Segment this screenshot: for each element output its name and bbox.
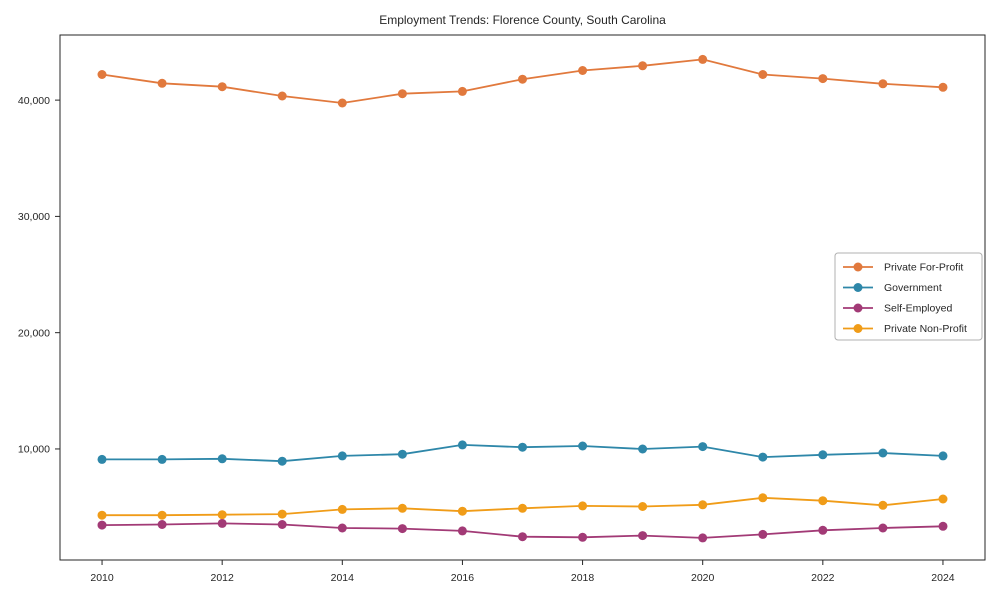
- data-point-self-employed-2016: [457, 526, 467, 536]
- data-point-private-non-profit-2010: [97, 510, 107, 520]
- legend-label-self-employed: Self-Employed: [884, 303, 952, 315]
- data-point-self-employed-2014: [337, 523, 347, 533]
- legend-label-government: Government: [884, 282, 942, 294]
- data-point-private-for-profit-2012: [217, 82, 227, 92]
- y-tick-label-20000: 20,000: [18, 327, 50, 339]
- data-point-self-employed-2024: [938, 521, 948, 531]
- data-point-self-employed-2019: [638, 531, 648, 541]
- data-point-private-non-profit-2023: [878, 500, 888, 510]
- y-tick-label-40000: 40,000: [18, 95, 50, 107]
- data-point-government-2017: [518, 442, 527, 452]
- data-point-government-2019: [638, 444, 648, 454]
- data-point-government-2015: [397, 449, 407, 459]
- data-point-self-employed-2020: [698, 533, 708, 543]
- data-point-private-for-profit-2022: [818, 74, 828, 84]
- data-point-government-2012: [217, 454, 227, 464]
- data-point-self-employed-2022: [818, 525, 828, 535]
- data-point-self-employed-2010: [97, 520, 107, 530]
- data-point-private-non-profit-2018: [578, 501, 588, 511]
- data-point-private-non-profit-2021: [758, 493, 768, 503]
- plot-border: [59, 34, 986, 561]
- data-point-private-for-profit-2016: [457, 86, 467, 96]
- data-point-private-for-profit-2011: [157, 78, 167, 88]
- data-point-self-employed-2011: [157, 520, 167, 529]
- data-point-government-2011: [157, 454, 167, 464]
- y-tick-label-10000: 10,000: [18, 444, 50, 456]
- chart-title: Employment Trends: Florence County, Sout…: [379, 13, 666, 27]
- x-tick-label-2010: 2010: [90, 572, 114, 584]
- legend: [834, 252, 983, 341]
- data-point-private-for-profit-2015: [397, 89, 407, 99]
- data-point-self-employed-2018: [578, 532, 588, 542]
- legend-label-private-non-profit: Private Non-Profit: [884, 323, 967, 335]
- data-point-private-for-profit-2017: [518, 74, 527, 84]
- data-point-government-2023: [878, 448, 888, 458]
- data-point-self-employed-2017: [518, 532, 527, 542]
- x-tick-label-2014: 2014: [331, 572, 355, 584]
- data-point-self-employed-2015: [397, 524, 407, 534]
- data-point-private-for-profit-2018: [578, 66, 588, 75]
- data-point-private-for-profit-2013: [277, 91, 287, 101]
- data-point-government-2010: [97, 454, 107, 464]
- x-tick-label-2020: 2020: [691, 572, 715, 584]
- legend-marker-self-employed: [853, 303, 863, 313]
- x-tick-label-2016: 2016: [451, 572, 475, 584]
- data-point-government-2013: [277, 456, 287, 466]
- data-point-self-employed-2023: [878, 523, 888, 533]
- data-point-private-for-profit-2023: [878, 79, 888, 89]
- x-tick-label-2018: 2018: [571, 572, 595, 584]
- data-point-private-for-profit-2021: [758, 70, 768, 79]
- data-point-private-non-profit-2020: [698, 500, 708, 510]
- data-point-private-non-profit-2016: [457, 506, 467, 516]
- x-tick-label-2022: 2022: [811, 572, 835, 584]
- data-point-private-non-profit-2014: [337, 504, 347, 514]
- data-point-government-2014: [337, 451, 347, 461]
- data-point-private-non-profit-2012: [217, 510, 227, 520]
- data-point-private-non-profit-2015: [397, 503, 407, 513]
- data-point-private-non-profit-2017: [518, 503, 527, 513]
- data-point-private-non-profit-2013: [277, 509, 287, 519]
- data-point-government-2022: [818, 450, 828, 460]
- x-tick-label-2024: 2024: [931, 572, 955, 584]
- data-point-private-for-profit-2010: [97, 70, 107, 79]
- legend-marker-private-non-profit: [853, 324, 863, 333]
- data-point-self-employed-2021: [758, 529, 768, 539]
- data-point-private-non-profit-2022: [818, 496, 828, 506]
- x-tick-label-2012: 2012: [210, 572, 234, 584]
- data-point-government-2021: [758, 452, 768, 462]
- data-point-government-2024: [938, 451, 948, 461]
- data-point-government-2020: [698, 442, 708, 452]
- data-point-self-employed-2013: [277, 520, 287, 529]
- data-point-self-employed-2012: [217, 518, 227, 528]
- legend-marker-government: [853, 283, 863, 292]
- data-point-private-non-profit-2011: [157, 510, 167, 520]
- data-point-private-for-profit-2019: [638, 61, 648, 71]
- data-point-government-2018: [578, 441, 588, 451]
- legend-marker-private-for-profit: [853, 262, 863, 272]
- data-point-private-non-profit-2019: [638, 502, 648, 511]
- data-point-private-for-profit-2020: [698, 54, 708, 64]
- data-point-government-2016: [457, 440, 467, 450]
- data-point-private-non-profit-2024: [938, 494, 948, 504]
- data-point-private-for-profit-2024: [938, 82, 948, 92]
- y-tick-label-30000: 30,000: [18, 211, 50, 223]
- legend-label-private-for-profit: Private For-Profit: [884, 262, 963, 274]
- data-point-private-for-profit-2014: [337, 98, 347, 108]
